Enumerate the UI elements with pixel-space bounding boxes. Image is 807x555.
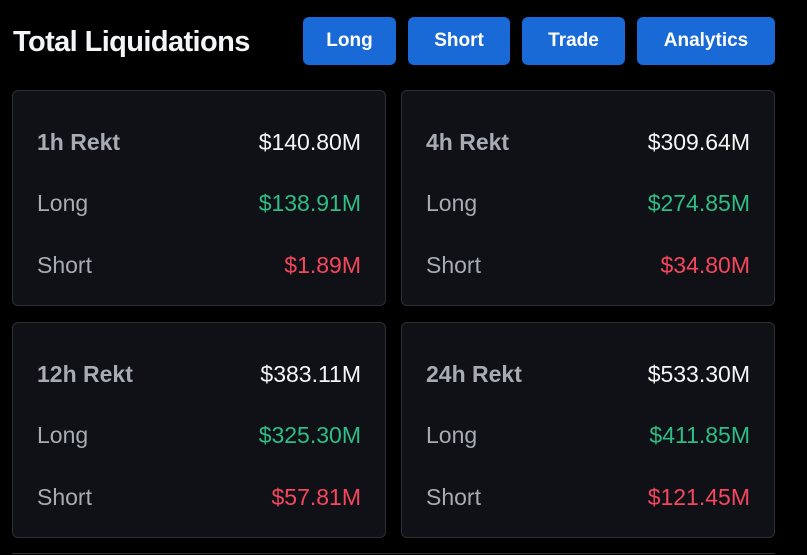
long-value: $325.30M [258,421,361,448]
short-label: Short [426,483,481,510]
short-label: Short [37,483,92,510]
total-row: 1h Rekt $140.80M [37,127,361,157]
analytics-button[interactable]: Analytics [637,17,775,65]
period-label: 24h Rekt [426,360,522,387]
short-value: $34.80M [660,251,750,278]
long-label: Long [426,421,478,448]
trade-button[interactable]: Trade [522,17,625,65]
liquidation-card-12h: 12h Rekt $383.11M Long $325.30M Short $5… [12,322,386,538]
short-label: Short [426,251,481,278]
short-row: Short $121.45M [426,482,750,512]
long-value: $138.91M [258,189,361,216]
period-label: 12h Rekt [37,360,133,387]
short-button[interactable]: Short [408,17,510,65]
short-row: Short $57.81M [37,482,361,512]
short-value: $121.45M [647,483,750,510]
liquidation-card-24h: 24h Rekt $533.30M Long $411.85M Short $1… [401,322,775,538]
long-value: $274.85M [647,189,750,216]
total-value: $383.11M [260,360,361,387]
long-row: Long $138.91M [37,188,361,218]
liquidation-card-1h: 1h Rekt $140.80M Long $138.91M Short $1.… [12,90,386,306]
liquidation-card-4h: 4h Rekt $309.64M Long $274.85M Short $34… [401,90,775,306]
long-label: Long [37,189,89,216]
long-row: Long $325.30M [37,420,361,450]
period-label: 4h Rekt [426,128,510,155]
short-value: $1.89M [284,251,361,278]
total-row: 24h Rekt $533.30M [426,359,750,389]
short-row: Short $34.80M [426,250,750,280]
total-row: 4h Rekt $309.64M [426,127,750,157]
long-value: $411.85M [649,421,750,448]
long-row: Long $411.85M [426,420,750,450]
long-button[interactable]: Long [303,17,396,65]
long-label: Long [37,421,89,448]
total-value: $533.30M [647,360,750,387]
total-value: $309.64M [647,128,750,155]
long-label: Long [426,189,478,216]
total-value: $140.80M [258,128,361,155]
total-row: 12h Rekt $383.11M [37,359,361,389]
next-card-edge [12,553,775,555]
period-label: 1h Rekt [37,128,121,155]
short-label: Short [37,251,92,278]
short-row: Short $1.89M [37,250,361,280]
short-value: $57.81M [271,483,361,510]
long-row: Long $274.85M [426,188,750,218]
page-title: Total Liquidations [13,26,250,58]
